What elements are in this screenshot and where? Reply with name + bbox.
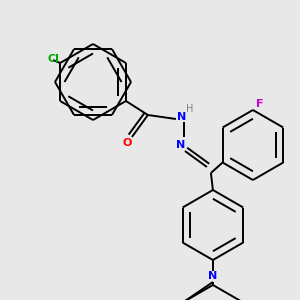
Text: Cl: Cl [47,54,59,64]
Text: N: N [176,140,185,150]
Text: H: H [186,104,194,114]
Text: N: N [208,271,218,281]
Text: F: F [256,99,264,109]
Text: O: O [122,138,132,148]
Text: N: N [177,112,187,122]
